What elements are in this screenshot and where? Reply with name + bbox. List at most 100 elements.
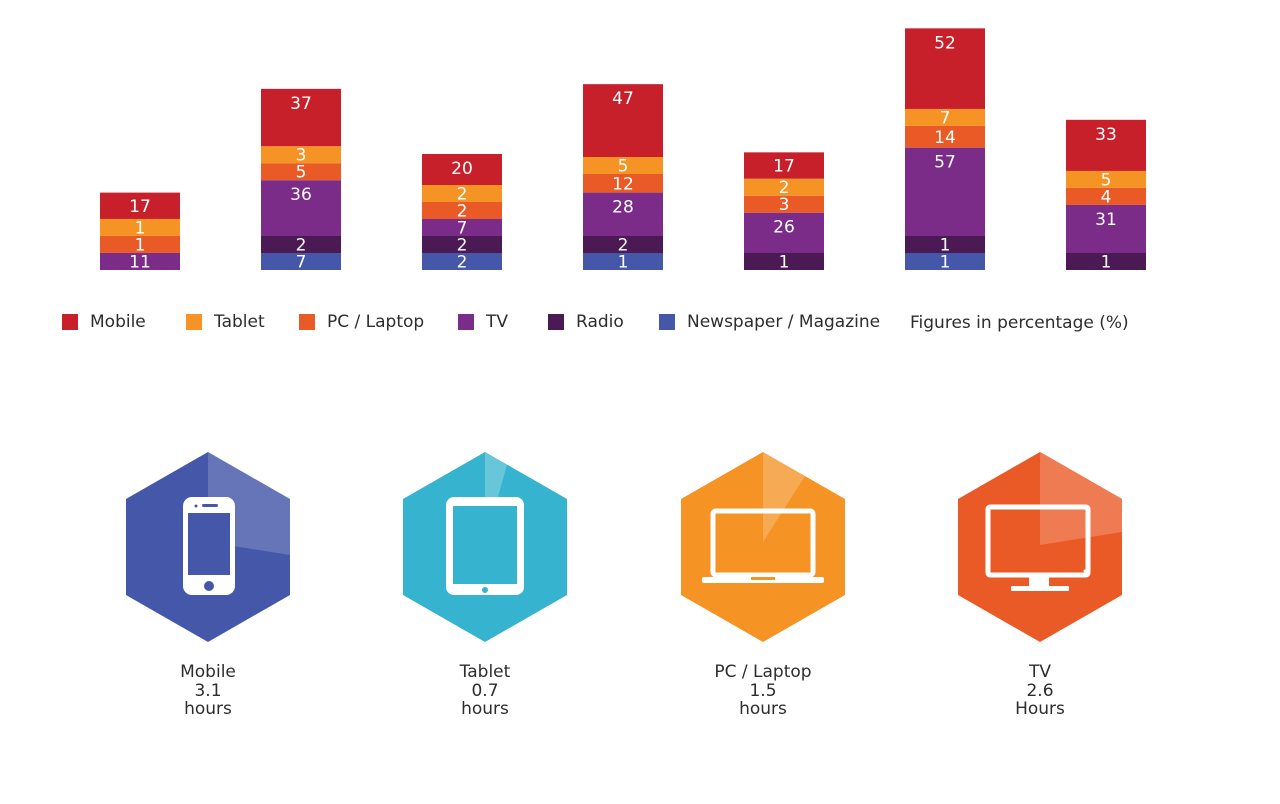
- legend-swatch: [62, 314, 78, 330]
- data-label: 37: [290, 94, 312, 114]
- data-label: 57: [934, 153, 956, 173]
- data-label: 3: [296, 146, 307, 166]
- data-label: 33: [1095, 125, 1117, 145]
- bar-segment: [1066, 170, 1146, 188]
- device-name: Tablet: [459, 662, 511, 682]
- legend-label: Newspaper / Magazine: [687, 312, 881, 332]
- data-label: 31: [1095, 210, 1117, 230]
- bar-segment: [261, 88, 341, 147]
- data-label: 5: [1101, 170, 1112, 190]
- data-label: 28: [612, 198, 634, 218]
- device-name: TV: [1028, 662, 1051, 682]
- bar-segment: [744, 178, 824, 196]
- data-label: 5: [296, 163, 307, 183]
- laptop-icon: [702, 508, 824, 583]
- bar-segment: [261, 253, 341, 270]
- device-hours-unit: Hours: [1015, 699, 1065, 719]
- bar-segment: [905, 125, 985, 148]
- data-label: 2: [457, 202, 468, 222]
- device-hours-value: 2.6: [1026, 681, 1054, 701]
- data-label: 2: [779, 178, 790, 198]
- device-tablet: Tablet 0.7 hours: [385, 450, 585, 718]
- legend-item-tablet: Tablet: [186, 312, 265, 332]
- legend-item-mobile: Mobile: [62, 312, 146, 332]
- data-label: 11: [129, 252, 151, 272]
- bar-segment: [1066, 119, 1146, 171]
- data-label: 3: [779, 195, 790, 215]
- legend-label: Tablet: [214, 312, 265, 332]
- bar-segment: [422, 236, 502, 253]
- data-label: 2: [618, 236, 629, 256]
- data-label: 14: [934, 128, 956, 148]
- hexagon-badge: [681, 452, 845, 642]
- device-name: PC / Laptop: [714, 662, 812, 682]
- bar-segment: [1066, 187, 1146, 205]
- data-label: 1: [940, 236, 951, 256]
- legend-label: Mobile: [90, 312, 146, 332]
- bar-segment: [422, 253, 502, 270]
- data-label: 7: [296, 253, 307, 273]
- data-label: 7: [457, 219, 468, 239]
- data-label: 47: [612, 89, 634, 109]
- data-label: 2: [457, 185, 468, 205]
- data-label: 4: [1101, 187, 1112, 207]
- hexagon-badge: [403, 452, 567, 642]
- smartphone-icon: [183, 497, 235, 595]
- bar-segment: [744, 152, 824, 179]
- legend-label: PC / Laptop: [327, 312, 425, 332]
- legend-item-tv: TV: [458, 312, 508, 332]
- monitor-icon: [985, 504, 1091, 591]
- bar-segment: [100, 218, 180, 236]
- bar-segment: [905, 147, 985, 236]
- legend-swatch: [186, 314, 202, 330]
- bar-segment: [100, 252, 180, 270]
- data-label: 1: [135, 218, 146, 238]
- data-label: 1: [618, 253, 629, 273]
- device-hours-value: 1.5: [749, 681, 777, 701]
- bar-segment: [583, 174, 663, 193]
- device-name: Mobile: [180, 662, 236, 682]
- stacked-bar-chart: 1111177236533722722201228125471263217115…: [100, 28, 1146, 273]
- legend-item-newspaper-magazine: Newspaper / Magazine: [659, 312, 880, 332]
- hexagon-badge: [958, 452, 1122, 642]
- bar-segment: [905, 253, 985, 270]
- data-label: 17: [773, 157, 795, 177]
- bar-segment: [422, 202, 502, 219]
- chart-legend: Mobile Tablet PC / Laptop TV Radio Newsp…: [62, 312, 1162, 338]
- bar-segment: [905, 28, 985, 109]
- bar-segment: [261, 163, 341, 181]
- data-label: 17: [129, 197, 151, 217]
- bar-segment: [422, 154, 502, 185]
- data-label: 2: [457, 253, 468, 273]
- data-label: 1: [940, 253, 951, 273]
- device-hours-unit: hours: [461, 699, 509, 719]
- bar-segment: [261, 146, 341, 164]
- data-label: 1: [779, 253, 790, 273]
- data-label: 20: [451, 159, 473, 179]
- bar-segment: [583, 192, 663, 236]
- bar-segment: [100, 192, 180, 219]
- legend-swatch: [659, 314, 675, 330]
- bar-segment: [583, 84, 663, 157]
- device-hours-unit: hours: [184, 699, 232, 719]
- bar-segment: [744, 253, 824, 270]
- data-label: 7: [940, 108, 951, 128]
- legend-label: Radio: [576, 312, 624, 332]
- legend-swatch: [548, 314, 564, 330]
- data-label: 36: [290, 185, 312, 205]
- data-label: 1: [135, 235, 146, 255]
- bar-segment: [583, 253, 663, 270]
- data-label: 1: [1101, 253, 1112, 273]
- data-label: 2: [457, 236, 468, 256]
- bar-segment: [1066, 253, 1146, 270]
- data-label: 52: [934, 33, 956, 53]
- legend-swatch: [299, 314, 315, 330]
- data-label: 5: [618, 157, 629, 177]
- device-hours-unit: hours: [739, 699, 787, 719]
- bar-segment: [905, 236, 985, 253]
- tablet-icon: [446, 497, 524, 595]
- device-hours-value: 0.7: [471, 681, 499, 701]
- bar-segment: [100, 235, 180, 253]
- data-label: 12: [612, 174, 634, 194]
- bar-segment: [1066, 204, 1146, 253]
